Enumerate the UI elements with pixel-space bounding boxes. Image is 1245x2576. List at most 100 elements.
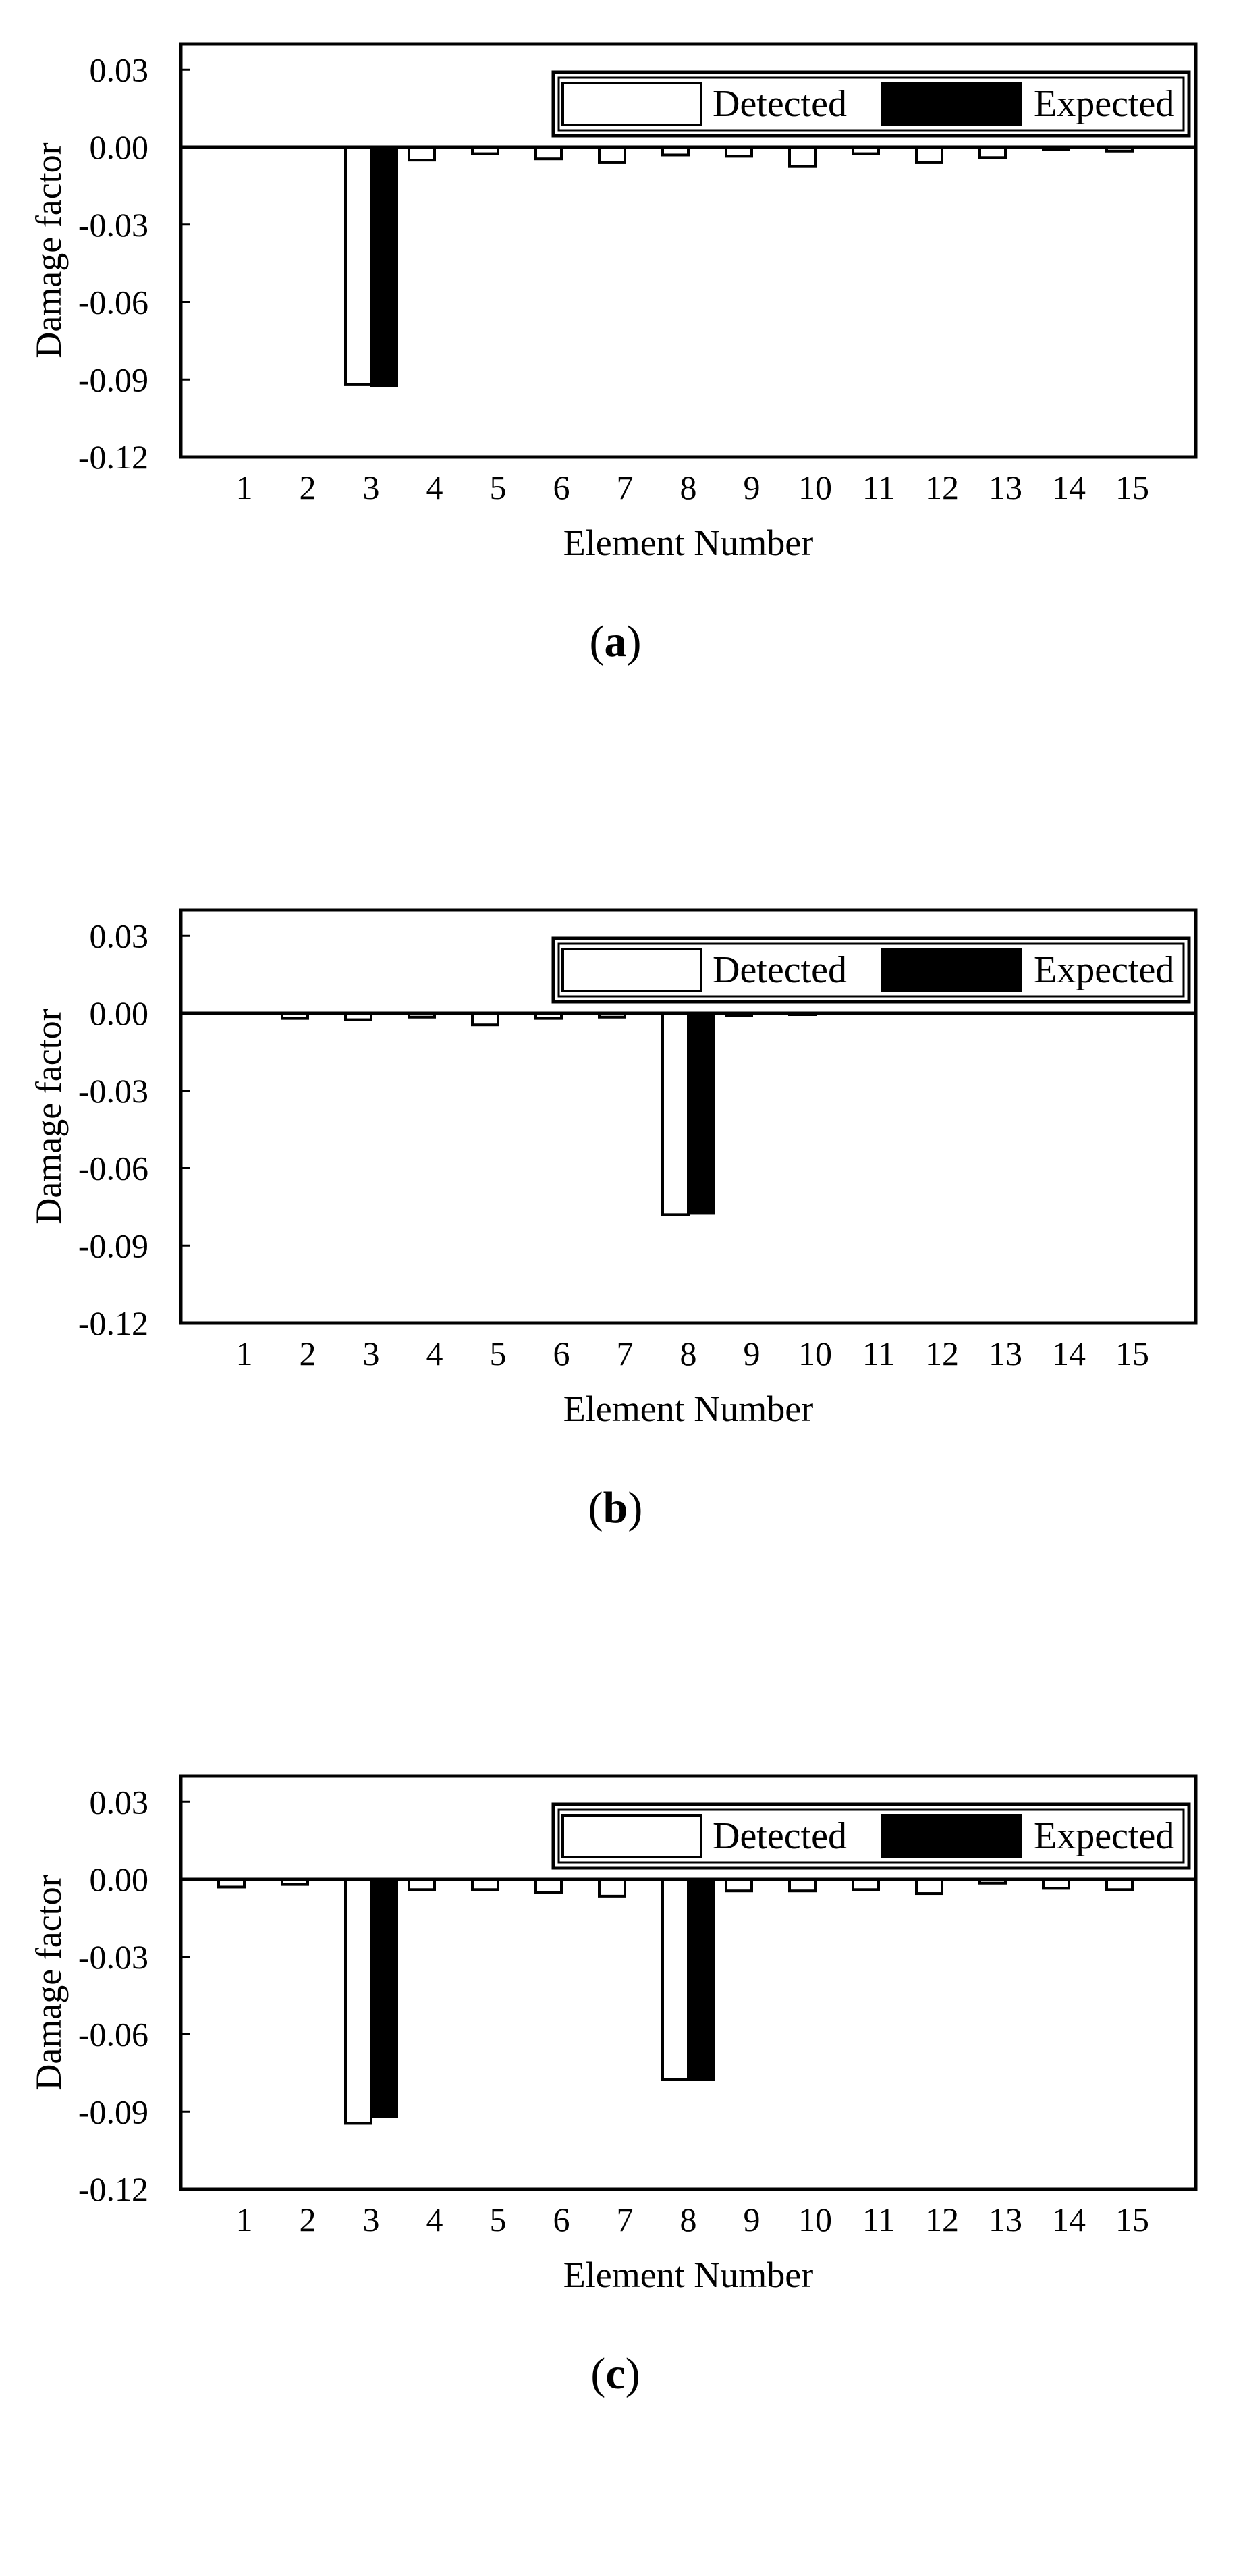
x-tick-label: 2: [300, 1335, 316, 1372]
x-tick-label: 12: [925, 2201, 959, 2238]
bar-detected: [915, 146, 943, 164]
bar-detected: [344, 1878, 372, 2125]
x-tick-label: 7: [617, 2201, 634, 2238]
legend-label-expected: Expected: [1034, 83, 1174, 125]
legend-label-detected: Detected: [713, 1815, 847, 1857]
bar-detected: [217, 1878, 246, 1889]
y-tick-label: 0.00: [90, 128, 149, 166]
legend-inner-border: [557, 76, 1185, 132]
x-tick-label: 15: [1115, 1335, 1149, 1372]
bar-detected: [471, 1012, 499, 1027]
y-tick-label: 0.03: [90, 51, 149, 88]
bar-detected: [978, 146, 1007, 159]
x-tick-label: 1: [236, 2201, 253, 2238]
plot-frame: [179, 42, 1198, 459]
y-tick-label: -0.06: [78, 1150, 148, 1187]
x-tick-label: 12: [925, 468, 959, 506]
plot-frame: [179, 908, 1198, 1325]
bar-detected: [788, 146, 817, 168]
x-tick-label: 2: [300, 2201, 316, 2238]
x-tick-label: 10: [798, 468, 832, 506]
bar-detected: [788, 1878, 817, 1893]
bar-detected: [1105, 146, 1134, 153]
bar-detected: [281, 1012, 309, 1020]
legend-label-detected: Detected: [713, 949, 847, 991]
bar-detected: [1042, 146, 1070, 151]
y-tick-label: -0.12: [78, 2170, 148, 2208]
bar-detected: [852, 1878, 880, 1891]
bar-detected: [1042, 1878, 1070, 1890]
legend-swatch-expected: [881, 82, 1022, 126]
legend-swatch-detected: [561, 82, 702, 126]
x-tick-label: 9: [744, 1335, 760, 1372]
x-tick-label: 6: [553, 2201, 570, 2238]
x-tick-label: 6: [553, 468, 570, 506]
bar-detected: [344, 146, 372, 386]
bar-detected: [661, 1012, 690, 1216]
legend-inner-border: [557, 1808, 1185, 1864]
y-axis-title: Damage factor: [28, 1009, 69, 1224]
x-tick-label: 4: [426, 468, 443, 506]
legend-label-detected: Detected: [713, 83, 847, 125]
bar-detected: [725, 1878, 753, 1893]
x-tick-label: 9: [744, 2201, 760, 2238]
chart-panel-b: 0.030.00-0.03-0.06-0.09-0.121 2 3 4 5 6 7 8 9 10 1…: [28, 908, 1198, 1532]
x-tick-label: 1: [236, 468, 253, 506]
legend-swatch-expected: [881, 948, 1022, 992]
x-axis-title: Element Number: [563, 2255, 813, 2295]
y-tick-label: -0.09: [78, 2093, 148, 2130]
x-tick-label: 1: [236, 1335, 253, 1372]
bar-detected: [471, 1878, 499, 1891]
x-tick-label: 7: [617, 468, 634, 506]
bar-detected: [725, 1012, 753, 1017]
legend-inner-border: [557, 942, 1185, 998]
y-tick-label: 0.03: [90, 1783, 149, 1821]
legend-swatch-detected: [561, 1814, 702, 1858]
x-tick-label: 13: [989, 2201, 1022, 2238]
x-axis-title: Element Number: [563, 1389, 813, 1429]
chart-panel-c: 0.030.00-0.03-0.06-0.09-0.121 2 3 4 5 6 7 8 9 10 1…: [28, 1774, 1198, 2398]
panel-caption: (c): [590, 2349, 640, 2398]
y-axis-title: Damage factor: [28, 1875, 69, 2090]
x-tick-label: 13: [989, 468, 1022, 506]
bar-detected: [471, 146, 499, 155]
bar-detected: [598, 1012, 626, 1019]
bar-detected: [534, 1878, 563, 1894]
bar-detected: [725, 146, 753, 158]
y-tick-label: 0.03: [90, 917, 149, 955]
y-tick-label: -0.03: [78, 1072, 148, 1110]
y-tick-label: -0.12: [78, 1304, 148, 1342]
y-tick-label: -0.09: [78, 1227, 148, 1264]
chart-panel-a: 0.030.00-0.03-0.06-0.09-0.121 2 3 4 5 6 7 8 9 10 1…: [28, 42, 1198, 666]
x-tick-label: 3: [363, 2201, 380, 2238]
y-tick-label: -0.06: [78, 2016, 148, 2054]
x-tick-label: 10: [798, 2201, 832, 2238]
bar-detected: [852, 146, 880, 155]
legend-swatch-expected: [881, 1814, 1022, 1858]
x-tick-label: 11: [862, 468, 895, 506]
x-tick-label: 2: [300, 468, 316, 506]
bar-expected: [370, 1878, 398, 2118]
x-tick-label: 10: [798, 1335, 832, 1372]
bar-detected: [534, 146, 563, 161]
bar-detected: [408, 1012, 436, 1019]
x-tick-label: 11: [862, 2201, 895, 2238]
legend-label-expected: Expected: [1034, 949, 1174, 991]
x-tick-label: 4: [426, 1335, 443, 1372]
bar-detected: [344, 1012, 372, 1021]
bar-expected: [687, 1878, 715, 2081]
y-tick-label: -0.03: [78, 206, 148, 244]
x-tick-label: 3: [363, 468, 380, 506]
x-axis-title: Element Number: [563, 522, 813, 563]
x-tick-label: 9: [744, 468, 760, 506]
y-tick-label: -0.12: [78, 438, 148, 476]
x-tick-label: 13: [989, 1335, 1022, 1372]
x-tick-label: 5: [490, 2201, 507, 2238]
bar-detected: [1105, 1878, 1134, 1891]
bar-detected: [661, 146, 690, 157]
x-tick-label: 4: [426, 2201, 443, 2238]
x-tick-label: 14: [1052, 2201, 1086, 2238]
x-tick-label: 15: [1115, 2201, 1149, 2238]
legend-label-expected: Expected: [1034, 1815, 1174, 1857]
bar-detected: [534, 1012, 563, 1020]
